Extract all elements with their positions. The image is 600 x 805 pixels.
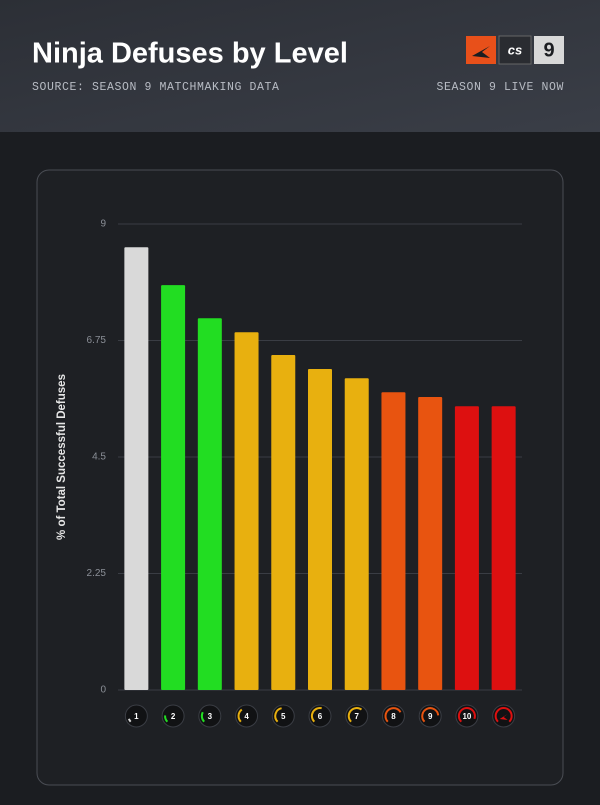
y-tick-label: 0 <box>100 685 106 696</box>
level-ring <box>310 707 322 723</box>
x-tick-label: 9 <box>428 712 433 721</box>
level-ring <box>347 707 363 723</box>
logo-orange <box>466 36 496 64</box>
x-tick-label: 8 <box>391 712 396 721</box>
logo: cs 9 <box>466 35 564 65</box>
logo-mark <box>472 46 490 58</box>
subtitle: SOURCE: SEASON 9 MATCHMAKING DATA <box>32 81 280 94</box>
bar <box>271 354 296 690</box>
x-tick-label: 3 <box>208 712 213 721</box>
level-icon-mark <box>499 714 508 720</box>
bar <box>161 285 186 690</box>
x-tick-label: 7 <box>355 712 360 721</box>
logo-number-box <box>534 36 564 64</box>
bar <box>308 368 332 690</box>
bar <box>454 406 479 690</box>
level-ring <box>384 707 402 723</box>
y-tick-label: 6.75 <box>87 335 107 346</box>
bar <box>491 406 516 690</box>
x-tick-label: 1 <box>134 712 139 721</box>
logo-text: cs <box>508 42 522 57</box>
level-ring <box>457 707 476 723</box>
bar <box>197 318 222 690</box>
level-ring <box>421 707 440 723</box>
plot: 0 2.25 4.5 6.75 9 1 2 3 4 5 6 7 8 9 10 <box>87 219 522 728</box>
y-tick-label: 2.25 <box>87 568 107 579</box>
level-ring <box>127 718 132 723</box>
x-tick-label: 6 <box>318 712 323 721</box>
level-ring <box>237 708 243 723</box>
logo-number: 9 <box>543 39 554 61</box>
level-ring <box>494 707 513 723</box>
title: Ninja Defuses by Level <box>32 38 348 70</box>
chart-panel <box>36 169 564 786</box>
x-tick-label: 5 <box>281 712 286 721</box>
bar <box>418 396 443 690</box>
level-ring <box>200 711 205 723</box>
y-tick-label: 4.5 <box>92 452 106 463</box>
level-ring <box>274 707 282 723</box>
x-tick-label: 2 <box>171 712 176 721</box>
bar <box>124 247 149 691</box>
x-tick-label: 10 <box>462 712 471 721</box>
x-tick-label: 4 <box>244 712 249 721</box>
bar <box>344 378 369 690</box>
y-axis-label: % of Total Successful Defuses <box>56 374 68 540</box>
tagline: SEASON 9 LIVE NOW <box>436 81 564 94</box>
level-ring <box>164 715 169 723</box>
logo-box <box>498 35 532 65</box>
bar <box>381 392 406 690</box>
y-tick-label: 9 <box>100 219 106 230</box>
bar <box>234 332 259 690</box>
header-band <box>0 0 600 132</box>
